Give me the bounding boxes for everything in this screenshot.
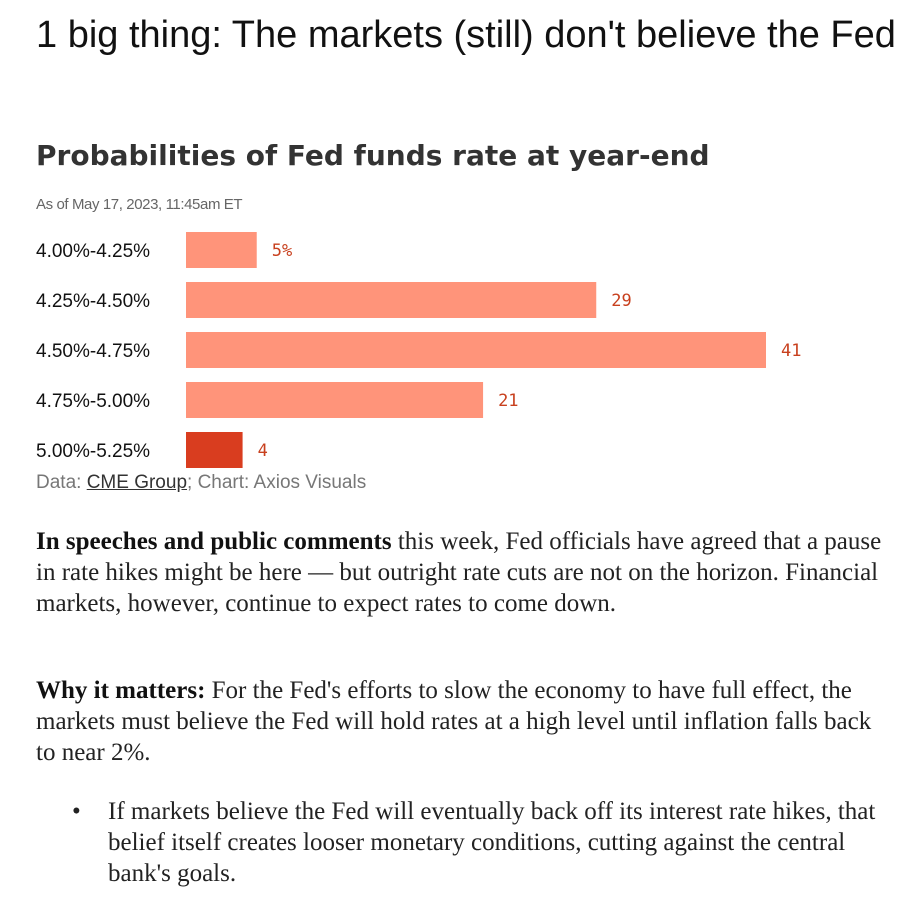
data-label: 21 (498, 391, 518, 411)
category-label: 4.25%-4.50% (36, 291, 150, 312)
paragraph-lead: Why it matters: (36, 677, 206, 704)
category-label: 4.50%-4.75% (36, 341, 150, 362)
paragraph-text: For the Fed's efforts to slow the econom… (36, 677, 872, 766)
bar (186, 432, 243, 468)
paragraph-lead: In speeches and public comments (36, 528, 392, 555)
data-label: 5% (272, 241, 292, 261)
chart-subtitle: As of May 17, 2023, 11:45am ET (36, 196, 243, 213)
data-label: 41 (781, 341, 801, 361)
data-label: 4 (258, 441, 268, 461)
bar-chart: 4.00%-4.25% 5% 4.25%-4.50% 29 4.50%-4.75% 41 4… (36, 232, 801, 468)
bullet-list: • If markets believe the Fed will eventu… (36, 796, 886, 889)
chart-source: Data: CME Group; Chart: Axios Visuals (36, 472, 366, 494)
source-prefix: Data: (36, 472, 87, 493)
chart-title: Probabilities of Fed funds rate at year-… (36, 139, 710, 172)
bar (186, 382, 484, 418)
category-label: 5.00%-5.25% (36, 441, 150, 462)
bar (186, 332, 766, 368)
headline: 1 big thing: The markets (still) don't b… (36, 14, 896, 56)
paragraph-text: this week, Fed officials have agreed tha… (36, 528, 882, 617)
cme-group-link[interactable]: CME Group (86, 472, 188, 493)
category-label: 4.00%-4.25% (36, 241, 150, 262)
data-label: 29 (611, 291, 631, 311)
bullet-text: If markets believe the Fed will eventual… (108, 798, 876, 887)
paragraph-why-it-matters: Why it matters: For the Fed's efforts to… (36, 675, 886, 768)
paragraph-speeches: In speeches and public comments this wee… (36, 526, 886, 619)
source-suffix: ; Chart: Axios Visuals (187, 472, 367, 493)
category-label: 4.75%-5.00% (36, 391, 150, 412)
bullet-marker: • (72, 798, 81, 825)
bar (186, 282, 597, 318)
bar (186, 232, 257, 268)
list-item: • If markets believe the Fed will eventu… (36, 796, 886, 889)
